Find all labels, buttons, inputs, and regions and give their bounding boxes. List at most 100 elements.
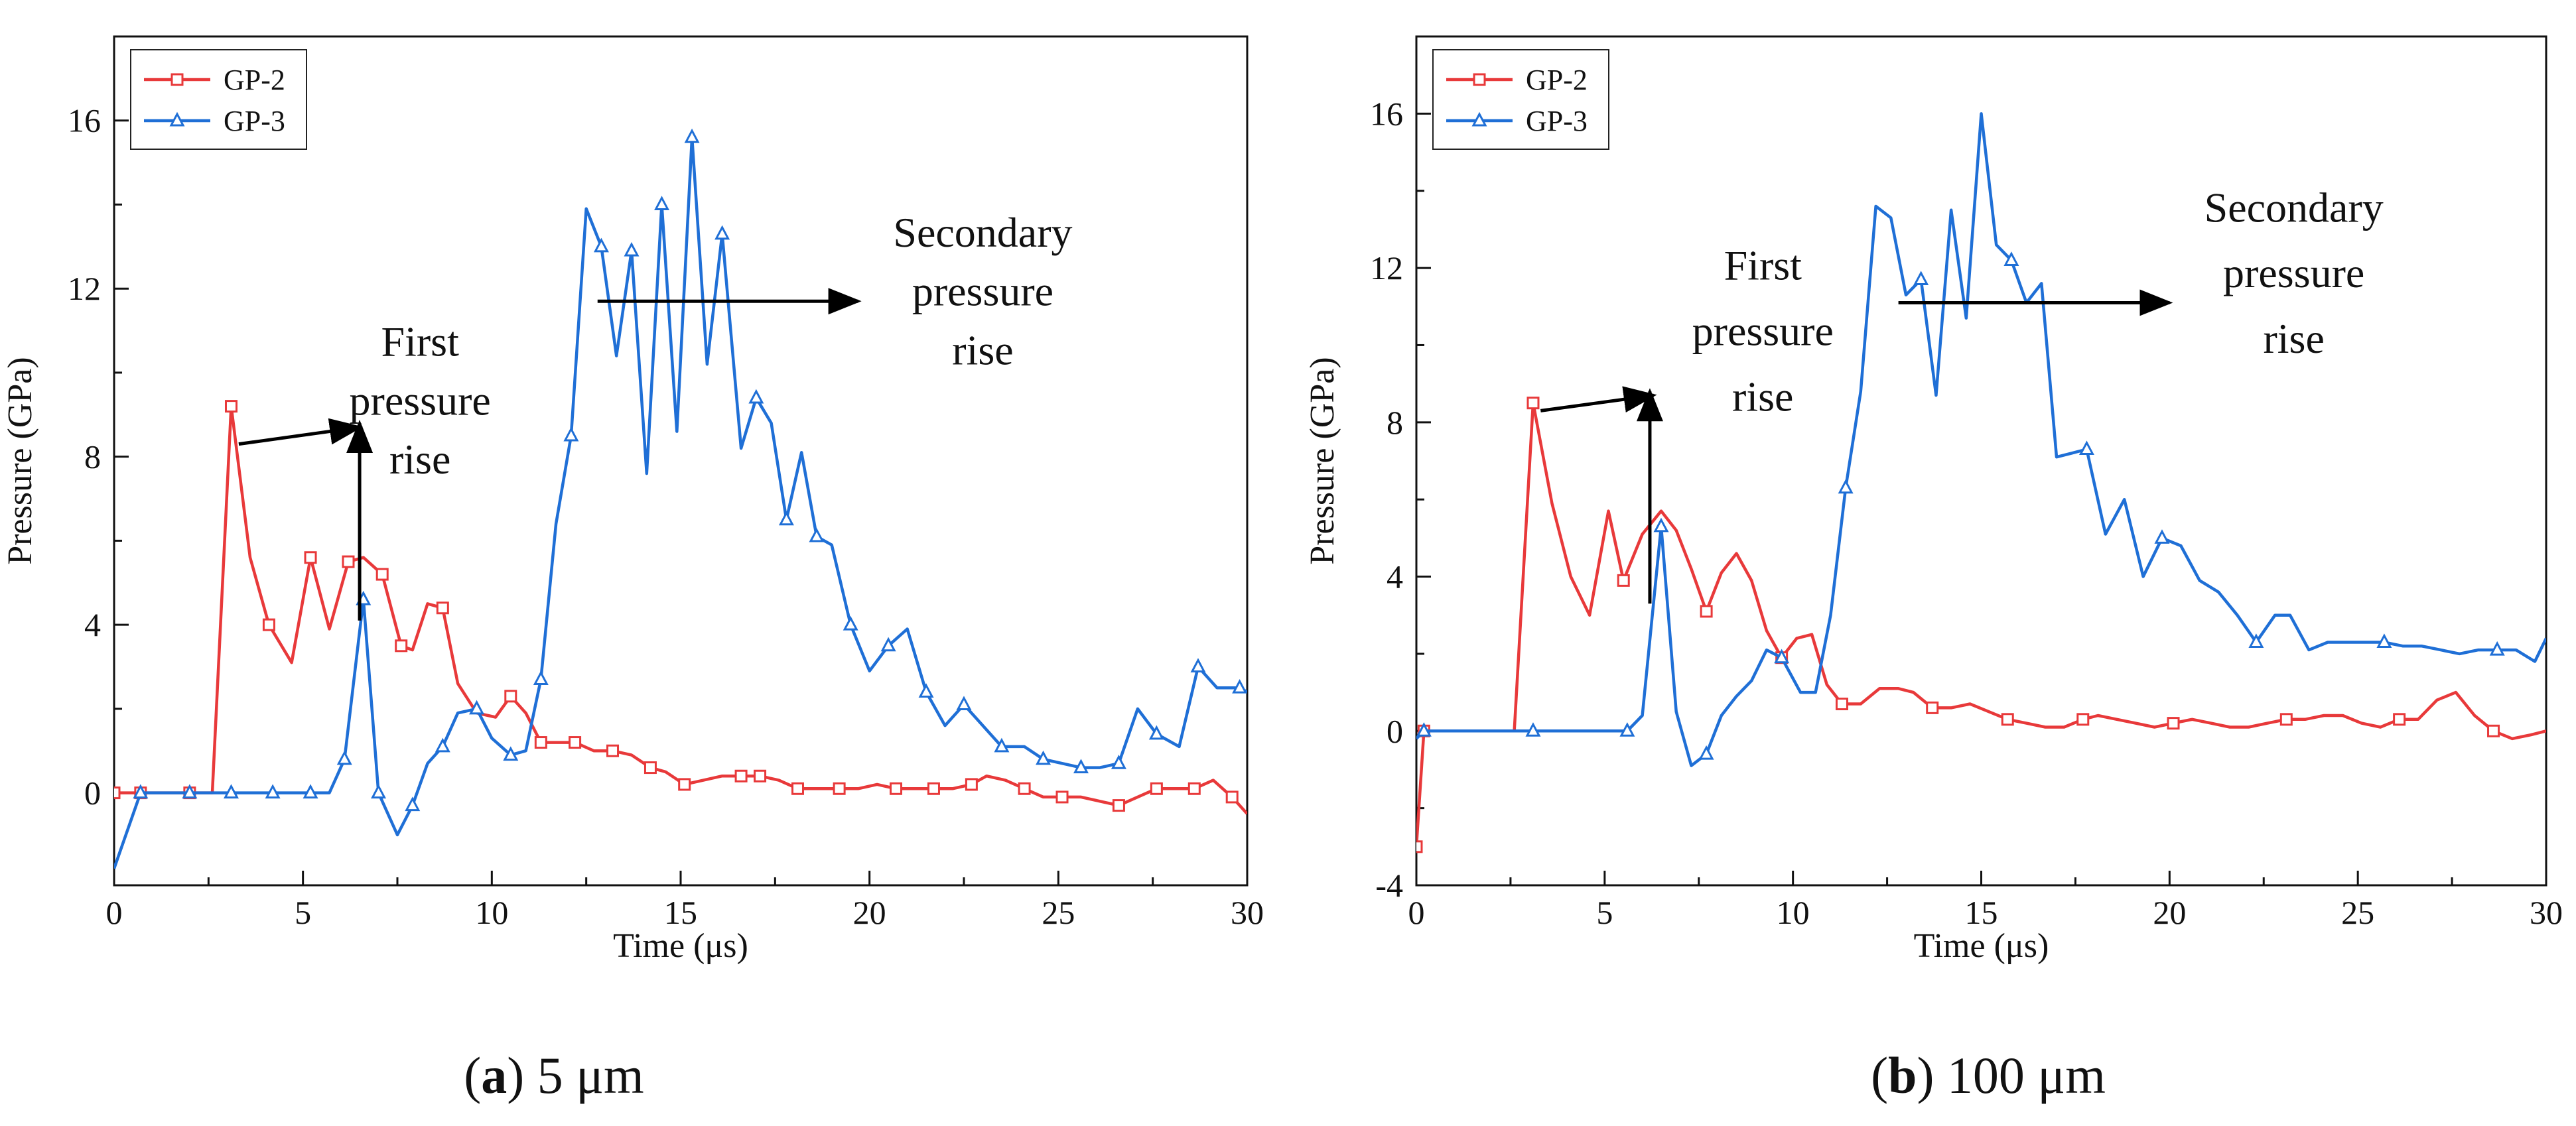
- data-point-gp-3: [265, 784, 281, 799]
- annotation-text: pressure: [912, 268, 1053, 315]
- legend-label-gp-3: GP-3: [224, 105, 285, 137]
- chart-panel-a: 0 5 10 15 20 25 30 0 4 8 12 16 Time (μs) Pressure (GP…: [1, 35, 1264, 965]
- series-gp-2: [114, 400, 1247, 815]
- data-point-gp-3: [1838, 479, 1854, 494]
- data-point-gp-2: [224, 400, 237, 413]
- y-tick-label: 12: [68, 270, 101, 307]
- data-point-gp-2: [606, 744, 620, 757]
- legend-box: [1432, 49, 1609, 150]
- data-point-gp-3: [880, 637, 896, 652]
- annotation-text: rise: [1732, 373, 1793, 420]
- data-point-gp-3: [1111, 755, 1126, 769]
- data-point-gp-2: [1835, 698, 1848, 711]
- data-point-gp-2: [1018, 782, 1031, 795]
- data-point-gp-3: [778, 511, 794, 526]
- data-point-gp-2: [2393, 713, 2406, 726]
- data-point-gp-2: [2076, 713, 2090, 726]
- plot-frame: [1415, 35, 2547, 887]
- x-tick-label: 30: [1231, 894, 1264, 931]
- data-point-gp-3: [224, 784, 239, 799]
- data-point-gp-3: [1232, 678, 1247, 694]
- data-point-gp-3: [182, 784, 198, 799]
- data-point-gp-3: [2489, 641, 2505, 656]
- data-point-gp-3: [1148, 725, 1164, 740]
- data-point-gp-3: [533, 670, 549, 686]
- data-point-gp-3: [684, 128, 700, 143]
- caption-b-close: ): [1917, 1046, 1934, 1104]
- annotation-text: pressure: [1692, 307, 1834, 354]
- annotation-text: rise: [2263, 315, 2324, 362]
- data-point-gp-3: [1036, 750, 1051, 765]
- data-point-gp-3: [371, 784, 387, 799]
- annotation-text: Secondary: [893, 209, 1072, 256]
- y-axis-title: Pressure (GPa): [1, 357, 39, 564]
- x-tick-label: 10: [1777, 894, 1810, 931]
- data-point-gp-3: [593, 237, 609, 253]
- legend-marker-gp-3: [169, 111, 185, 127]
- data-point-gp-2: [342, 555, 355, 568]
- data-point-gp-3: [469, 700, 485, 715]
- data-point-gp-3: [1913, 271, 1929, 286]
- caption-a-text: 5 μm: [524, 1046, 644, 1104]
- legend-marker-gp-2: [1473, 73, 1486, 86]
- x-tick-label: 25: [2341, 894, 2374, 931]
- caption-a-open: (: [464, 1046, 481, 1104]
- caption-a: (a) 5 μm: [464, 1046, 644, 1104]
- data-point-gp-3: [435, 737, 450, 753]
- plot-frame: [113, 35, 1249, 887]
- x-tick-label: 0: [1408, 894, 1425, 931]
- legend-marker-gp-2: [170, 73, 184, 86]
- x-tick-label: 5: [1596, 894, 1613, 931]
- data-point-gp-2: [644, 761, 657, 775]
- series-gp-3: [114, 128, 1247, 869]
- data-point-gp-3: [918, 683, 934, 698]
- series-line-gp-2: [1416, 401, 2546, 847]
- legend-label-gp-2: GP-2: [224, 64, 285, 96]
- caption-b-text: 100 μm: [1934, 1046, 2106, 1104]
- data-point-gp-2: [678, 778, 691, 791]
- data-point-gp-2: [1055, 790, 1069, 804]
- data-point-gp-3: [405, 796, 421, 812]
- annotation-text: First: [381, 318, 459, 365]
- y-tick-label: 8: [84, 438, 101, 475]
- y-tick-label: 0: [84, 775, 101, 812]
- data-point-gp-3: [1073, 759, 1089, 774]
- data-point-gp-2: [927, 782, 940, 795]
- data-point-gp-3: [1619, 722, 1635, 737]
- caption-b-open: (: [1871, 1046, 1888, 1104]
- data-point-gp-2: [534, 736, 547, 749]
- data-point-gp-3: [2078, 440, 2094, 456]
- data-point-gp-3: [714, 225, 730, 240]
- data-point-gp-3: [1698, 745, 1714, 760]
- x-tick-label: 15: [1965, 894, 1998, 931]
- data-point-gp-2: [1526, 397, 1540, 410]
- data-point-gp-3: [133, 784, 149, 799]
- x-axis-title: Time (μs): [1914, 927, 2049, 965]
- data-point-gp-2: [2487, 724, 2500, 737]
- legend-marker-gp-3: [1471, 111, 1487, 127]
- data-point-gp-3: [624, 241, 640, 257]
- data-point-gp-2: [504, 690, 517, 703]
- caption-b-letter: b: [1888, 1046, 1917, 1104]
- data-point-gp-2: [791, 782, 804, 795]
- data-point-gp-3: [1774, 649, 1790, 664]
- series-gp-2: [1416, 397, 2546, 853]
- y-tick-label: 16: [1370, 95, 1403, 132]
- data-point-gp-2: [1617, 574, 1630, 587]
- x-tick-label: 15: [664, 894, 697, 931]
- data-point-gp-3: [563, 426, 579, 442]
- data-point-gp-2: [2279, 713, 2293, 726]
- series-line-gp-3: [1416, 112, 2546, 767]
- data-point-gp-2: [1926, 701, 1939, 714]
- data-point-gp-3: [843, 615, 858, 631]
- x-tick-label: 20: [853, 894, 886, 931]
- data-point-gp-3: [1190, 658, 1206, 672]
- data-point-gp-2: [890, 782, 903, 795]
- data-point-gp-3: [2003, 251, 2019, 266]
- data-point-gp-2: [1187, 782, 1201, 795]
- data-point-gp-3: [2248, 633, 2264, 648]
- y-tick-label: 12: [1370, 249, 1403, 286]
- x-tick-label: 20: [2153, 894, 2186, 931]
- x-tick-label: 25: [1042, 894, 1075, 931]
